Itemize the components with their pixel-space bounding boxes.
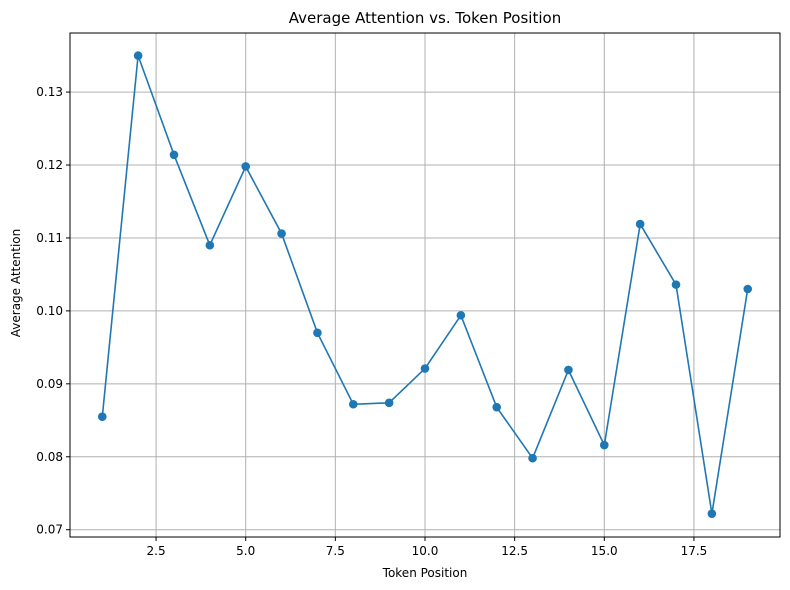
data-point xyxy=(384,398,394,408)
data-point xyxy=(169,150,179,160)
x-axis-label: Token Position xyxy=(382,566,468,580)
x-tick-label: 10.0 xyxy=(412,544,439,558)
data-point xyxy=(313,328,322,338)
y-tick-label: 0.11 xyxy=(36,231,63,245)
data-point xyxy=(241,162,251,171)
y-tick-label: 0.07 xyxy=(36,523,63,537)
data-point xyxy=(97,412,107,421)
data-point xyxy=(133,51,143,60)
data-point xyxy=(348,399,358,409)
y-tick-label: 0.13 xyxy=(36,85,63,99)
x-tick-label: 7.5 xyxy=(326,544,345,558)
data-point xyxy=(277,229,286,238)
y-axis-ticks: 0.07 0.08 0.09 0.10 0.11 0.12 0.13 xyxy=(36,85,70,537)
data-point xyxy=(671,280,681,289)
data-point xyxy=(707,509,717,518)
data-point xyxy=(205,240,215,250)
x-tick-label: 15.0 xyxy=(591,544,618,558)
y-tick-label: 0.10 xyxy=(36,304,63,318)
y-tick-label: 0.08 xyxy=(36,450,63,464)
x-tick-label: 17.5 xyxy=(681,544,708,558)
gridlines xyxy=(70,33,780,537)
y-tick-label: 0.09 xyxy=(36,377,63,391)
data-point xyxy=(456,310,466,320)
x-tick-label: 2.5 xyxy=(147,544,166,558)
data-point xyxy=(564,365,573,375)
y-tick-label: 0.12 xyxy=(36,158,63,172)
data-point xyxy=(599,440,609,450)
x-axis-ticks: 2.5 5.0 7.5 10.0 12.5 15.0 17.5 xyxy=(147,537,708,558)
data-point xyxy=(635,219,645,229)
x-tick-label: 12.5 xyxy=(501,544,528,558)
data-point xyxy=(743,284,753,294)
data-point xyxy=(492,402,502,412)
data-series xyxy=(97,51,753,518)
data-point xyxy=(528,453,537,463)
x-tick-label: 5.0 xyxy=(236,544,255,558)
data-point xyxy=(420,364,430,373)
chart-title: Average Attention vs. Token Position xyxy=(289,9,561,27)
y-axis-label: Average Attention xyxy=(9,229,23,337)
